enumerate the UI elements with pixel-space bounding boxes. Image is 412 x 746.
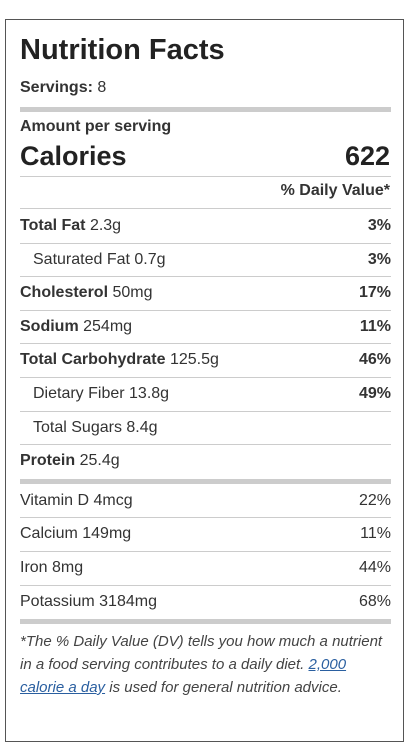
- divider: [20, 242, 391, 244]
- amount-per-serving: Amount per serving: [20, 118, 172, 135]
- divider: [20, 444, 391, 446]
- nutrient-label: Potassium: [20, 592, 95, 610]
- nutrient-row: Vitamin D 4mcg 22%: [20, 484, 391, 517]
- divider: [20, 517, 391, 519]
- divider: [20, 478, 391, 484]
- divider: [20, 619, 391, 625]
- footnote-text: *The % Daily Value (DV) tells you how mu…: [20, 633, 383, 673]
- nutrient-label: Cholesterol: [20, 284, 109, 302]
- nutrient-label: Total Fat: [20, 217, 86, 234]
- nutrition-label: Nutrition Facts Servings: 8 Amount per s…: [5, 19, 404, 742]
- nutrient-name: Sodium 254mg: [20, 318, 132, 336]
- nutrient-amount: 0.7g: [134, 250, 166, 268]
- nutrient-amount: 25.4g: [79, 452, 120, 470]
- daily-value: 68%: [358, 592, 391, 610]
- nutrient-row: Cholesterol 50mg 17%: [20, 276, 391, 309]
- nutrient-label: Calcium: [20, 525, 78, 543]
- daily-value: 11%: [360, 525, 391, 543]
- nutrient-amount: 3184mg: [99, 592, 157, 610]
- divider: [20, 208, 391, 209]
- nutrient-name: Dietary Fiber 13.8g: [33, 385, 169, 403]
- daily-value: 49%: [358, 385, 391, 402]
- nutrient-row: Total Carbohydrate 125.5g 46%: [20, 343, 391, 376]
- divider: [20, 176, 391, 177]
- calories-value: 622: [344, 141, 390, 171]
- nutrient-row: Protein 25.4g: [20, 444, 391, 477]
- nutrient-name: Total Sugars 8.4g: [33, 419, 158, 437]
- nutrient-amount: 125.5g: [169, 351, 219, 369]
- divider: [20, 584, 391, 586]
- nutrient-row: Iron 8mg 44%: [20, 551, 391, 584]
- daily-value: 22%: [358, 491, 391, 509]
- nutrient-label: Total Sugars: [33, 418, 122, 436]
- title: Nutrition Facts: [20, 34, 225, 66]
- nutrient-label: Dietary Fiber: [33, 385, 125, 402]
- nutrient-label: Iron: [20, 559, 48, 576]
- nutrient-name: Iron 8mg: [20, 559, 83, 577]
- nutrient-name: Potassium 3184mg: [20, 593, 157, 611]
- nutrient-row: Calcium 149mg 11%: [20, 517, 391, 550]
- calories-label: Calories: [20, 141, 127, 171]
- nutrient-amount: 8.4g: [126, 418, 158, 436]
- nutrient-name: Cholesterol 50mg: [20, 284, 153, 302]
- footnote-text: is used for general nutrition advice.: [109, 679, 342, 696]
- nutrient-label: Vitamin D: [20, 491, 90, 509]
- nutrient-row: Total Fat 2.3g 3%: [20, 209, 391, 242]
- nutrient-name: Total Fat 2.3g: [20, 217, 121, 235]
- servings-label: Servings:: [20, 79, 93, 96]
- nutrient-amount: 4mcg: [93, 491, 133, 509]
- servings-value: 8: [97, 79, 107, 96]
- divider: [20, 551, 391, 552]
- divider: [20, 410, 391, 412]
- nutrient-label: Saturated Fat: [33, 250, 130, 268]
- nutrient-amount: 2.3g: [89, 217, 122, 234]
- nutrient-name: Protein 25.4g: [20, 452, 120, 470]
- nutrient-amount: 13.8g: [129, 385, 170, 402]
- daily-value: 11%: [359, 317, 391, 335]
- nutrient-label: Total Carbohydrate: [20, 351, 166, 369]
- nutrient-row: Saturated Fat 0.7g 3%: [20, 243, 391, 276]
- nutrient-label: Sodium: [20, 317, 79, 335]
- divider: [20, 377, 391, 378]
- nutrient-row: Potassium 3184mg 68%: [20, 585, 391, 618]
- daily-value: 46%: [358, 351, 391, 369]
- nutrient-name: Calcium 149mg: [20, 525, 131, 543]
- nutrient-row: Dietary Fiber 13.8g 49%: [20, 377, 391, 410]
- nutrient-row: Sodium 254mg 11%: [20, 310, 391, 343]
- nutrient-name: Vitamin D 4mcg: [20, 492, 133, 510]
- servings: Servings: 8: [20, 79, 106, 97]
- divider: [20, 107, 391, 112]
- divider: [20, 343, 391, 345]
- nutrient-label: Protein: [20, 452, 76, 470]
- nutrient-amount: 50mg: [112, 284, 153, 302]
- nutrient-amount: 8mg: [52, 559, 84, 576]
- dv-header: % Daily Value*: [280, 182, 390, 199]
- daily-value: 3%: [367, 217, 391, 234]
- divider: [20, 276, 391, 278]
- nutrient-amount: 254mg: [83, 317, 133, 335]
- nutrient-name: Saturated Fat 0.7g: [33, 251, 166, 269]
- nutrient-row: Total Sugars 8.4g: [20, 411, 391, 444]
- footnote-link[interactable]: 2,000 calorie a day: [20, 656, 347, 696]
- footnote: *The % Daily Value (DV) tells you how mu…: [20, 630, 392, 699]
- daily-value: 17%: [358, 284, 391, 302]
- daily-value: 44%: [358, 559, 391, 576]
- daily-value: 3%: [367, 250, 391, 268]
- divider: [20, 309, 391, 311]
- nutrient-name: Total Carbohydrate 125.5g: [20, 351, 219, 369]
- nutrient-amount: 149mg: [82, 525, 132, 543]
